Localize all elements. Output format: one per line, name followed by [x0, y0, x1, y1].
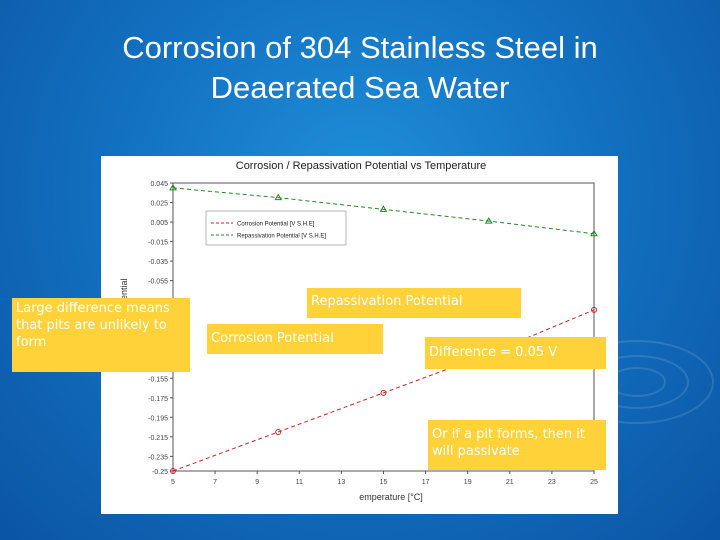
data-point	[379, 205, 388, 212]
x-tick-label: 13	[338, 479, 346, 486]
data-point	[590, 229, 598, 237]
y-tick-label: -0.235	[148, 454, 168, 461]
x-tick-label: 11	[296, 479, 303, 486]
y-tick-label: 0.025	[150, 201, 168, 208]
data-point	[591, 306, 597, 313]
callout-repassivation-potential: Repassivation Potential	[307, 288, 521, 318]
callout-difference: Difference = 0.05 V	[425, 337, 606, 369]
y-tick-label: -0.035	[148, 259, 168, 266]
y-tick-label: -0.195	[148, 415, 168, 422]
x-ticks: 5 7 9 11 13 15 17 19 21 23 25	[171, 471, 598, 486]
y-tick-label: 0.045	[150, 181, 168, 188]
data-point	[484, 217, 493, 224]
series-line-1	[172, 187, 595, 235]
callout-large-difference: Large difference means that pits are unl…	[12, 298, 190, 372]
x-tick-label: 7	[213, 479, 217, 486]
data-point	[169, 183, 177, 191]
x-axis-label: emperature [°C]	[359, 492, 423, 502]
y-tick-label: -0.25	[152, 469, 168, 476]
x-tick-label: 23	[548, 479, 556, 486]
y-tick-label: -0.155	[148, 376, 168, 383]
x-tick-label: 15	[380, 479, 388, 486]
callout-corrosion-potential: Corrosion Potential	[207, 324, 383, 354]
legend-label: Corrosion Potential [V S.H.E]	[237, 222, 315, 228]
x-tick-label: 19	[464, 479, 472, 486]
y-tick-label: -0.215	[148, 435, 168, 442]
legend: Corrosion Potential [V S.H.E] Repassivati…	[205, 210, 347, 246]
y-tick-label: 0.005	[150, 220, 168, 227]
x-tick-label: 21	[506, 479, 514, 486]
x-tick-label: 5	[171, 479, 175, 486]
legend-label: Repassivation Potential [V S.H.E]	[237, 234, 326, 240]
y-tick-label: -0.015	[148, 240, 168, 247]
chart-title: Corrosion / Repassivation Potential vs T…	[236, 160, 486, 172]
callout-pit-passivates: Or if a pit forms, then it will passivat…	[428, 420, 606, 470]
y-tick-label: -0.055	[148, 279, 168, 286]
data-point	[274, 193, 283, 201]
legend-box	[205, 210, 347, 246]
slide-title: Corrosion of 304 Stainless Steel in Deae…	[122, 30, 598, 105]
data-point	[380, 389, 387, 396]
x-tick-label: 17	[422, 479, 430, 486]
y-axis-label: Potential	[119, 278, 129, 313]
x-tick-label: 9	[255, 479, 259, 486]
data-point	[170, 468, 176, 474]
y-tick-label: -0.175	[148, 396, 168, 403]
data-point	[275, 428, 282, 435]
x-tick-label: 25	[590, 479, 598, 486]
